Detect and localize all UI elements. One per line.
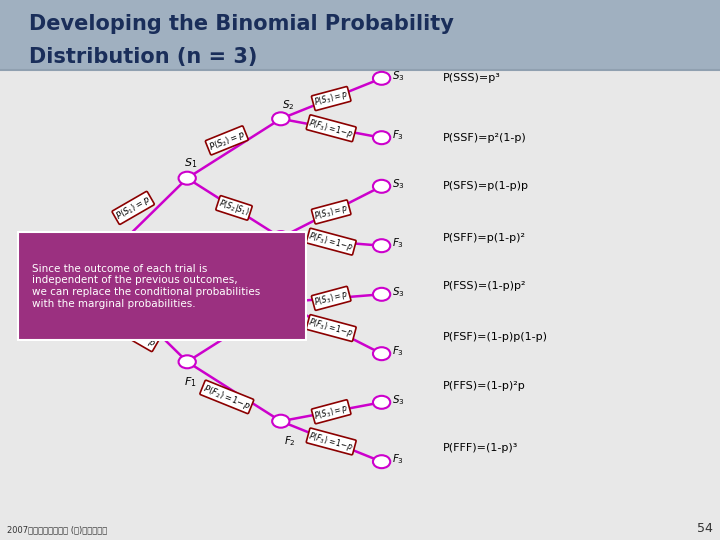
Text: P(SSS)=p³: P(SSS)=p³: [443, 73, 500, 83]
Circle shape: [373, 72, 390, 85]
Text: $S_3$: $S_3$: [392, 69, 405, 83]
Text: P(FFF)=(1-p)³: P(FFF)=(1-p)³: [443, 443, 518, 453]
Text: $P(S_3)=p$: $P(S_3)=p$: [312, 288, 350, 309]
Text: P(FFS)=(1-p)²p: P(FFS)=(1-p)²p: [443, 381, 526, 391]
Circle shape: [272, 296, 289, 309]
Text: $F_3$: $F_3$: [392, 345, 404, 359]
Text: P(SSF)=p²(1-p): P(SSF)=p²(1-p): [443, 133, 526, 143]
Text: $P(F_3)=1{-}p$: $P(F_3)=1{-}p$: [307, 116, 355, 140]
Text: Since the outcome of each trial is
independent of the previous outcomes,
we can : Since the outcome of each trial is indep…: [32, 264, 261, 308]
Text: $P(S_2|S_1)$: $P(S_2|S_1)$: [217, 197, 251, 219]
Text: $P(S_1)=p$: $P(S_1)=p$: [114, 193, 153, 223]
Text: 54: 54: [697, 522, 713, 535]
Text: $S_3$: $S_3$: [392, 177, 405, 191]
Text: P(SFF)=p(1-p)²: P(SFF)=p(1-p)²: [443, 233, 526, 242]
Text: $P(F_1)=1{-}p$: $P(F_1)=1{-}p$: [108, 314, 158, 350]
Text: $F_1$: $F_1$: [184, 375, 197, 389]
Text: $P(S_2)=p$: $P(S_2)=p$: [207, 127, 247, 153]
Text: $S_1$: $S_1$: [184, 156, 197, 170]
Text: $P(F_2){=}1{-}p$: $P(F_2){=}1{-}p$: [201, 382, 253, 412]
Circle shape: [373, 131, 390, 144]
Circle shape: [373, 396, 390, 409]
Text: $F_2$: $F_2$: [284, 435, 295, 449]
Text: $P(F_3)=1{-}p$: $P(F_3)=1{-}p$: [307, 429, 355, 454]
Text: $F_2$: $F_2$: [284, 251, 295, 265]
Circle shape: [373, 180, 390, 193]
Circle shape: [373, 239, 390, 252]
Text: $F_3$: $F_3$: [392, 237, 404, 251]
Text: $S_2$: $S_2$: [282, 282, 294, 296]
Text: $P(F_3)=1{-}p$: $P(F_3)=1{-}p$: [307, 316, 355, 340]
Circle shape: [85, 264, 102, 276]
Circle shape: [272, 415, 289, 428]
Circle shape: [373, 455, 390, 468]
FancyBboxPatch shape: [0, 0, 720, 70]
Circle shape: [373, 288, 390, 301]
Circle shape: [272, 231, 289, 244]
Text: $F_3$: $F_3$: [392, 129, 404, 143]
Text: $S_3$: $S_3$: [392, 393, 405, 407]
Text: Developing the Binomial Probability: Developing the Binomial Probability: [29, 14, 454, 35]
Circle shape: [373, 347, 390, 360]
Circle shape: [179, 172, 196, 185]
Text: $P(S_3)=p$: $P(S_3)=p$: [312, 88, 350, 109]
Circle shape: [272, 112, 289, 125]
Text: P(FSF)=(1-p)p(1-p): P(FSF)=(1-p)p(1-p): [443, 333, 548, 342]
Text: $P(S_2){=}p$: $P(S_2){=}p$: [207, 315, 247, 339]
FancyBboxPatch shape: [18, 232, 306, 340]
Text: $S_2$: $S_2$: [282, 98, 294, 112]
Text: P(SFS)=p(1-p)p: P(SFS)=p(1-p)p: [443, 181, 528, 191]
Text: $F_3$: $F_3$: [392, 453, 404, 467]
Text: 2007年計算機系統計學 (一)上課投影片: 2007年計算機系統計學 (一)上課投影片: [7, 525, 107, 535]
Text: $P(S_3)=p$: $P(S_3)=p$: [312, 201, 350, 222]
Text: P(FSS)=(1-p)p²: P(FSS)=(1-p)p²: [443, 281, 526, 291]
Text: Distribution (n = 3): Distribution (n = 3): [29, 46, 257, 67]
Text: $P(F_3)=1{-}p$: $P(F_3)=1{-}p$: [307, 230, 355, 254]
Text: $S_3$: $S_3$: [392, 285, 405, 299]
Circle shape: [179, 355, 196, 368]
Text: $P(S_3)=p$: $P(S_3)=p$: [312, 401, 350, 422]
